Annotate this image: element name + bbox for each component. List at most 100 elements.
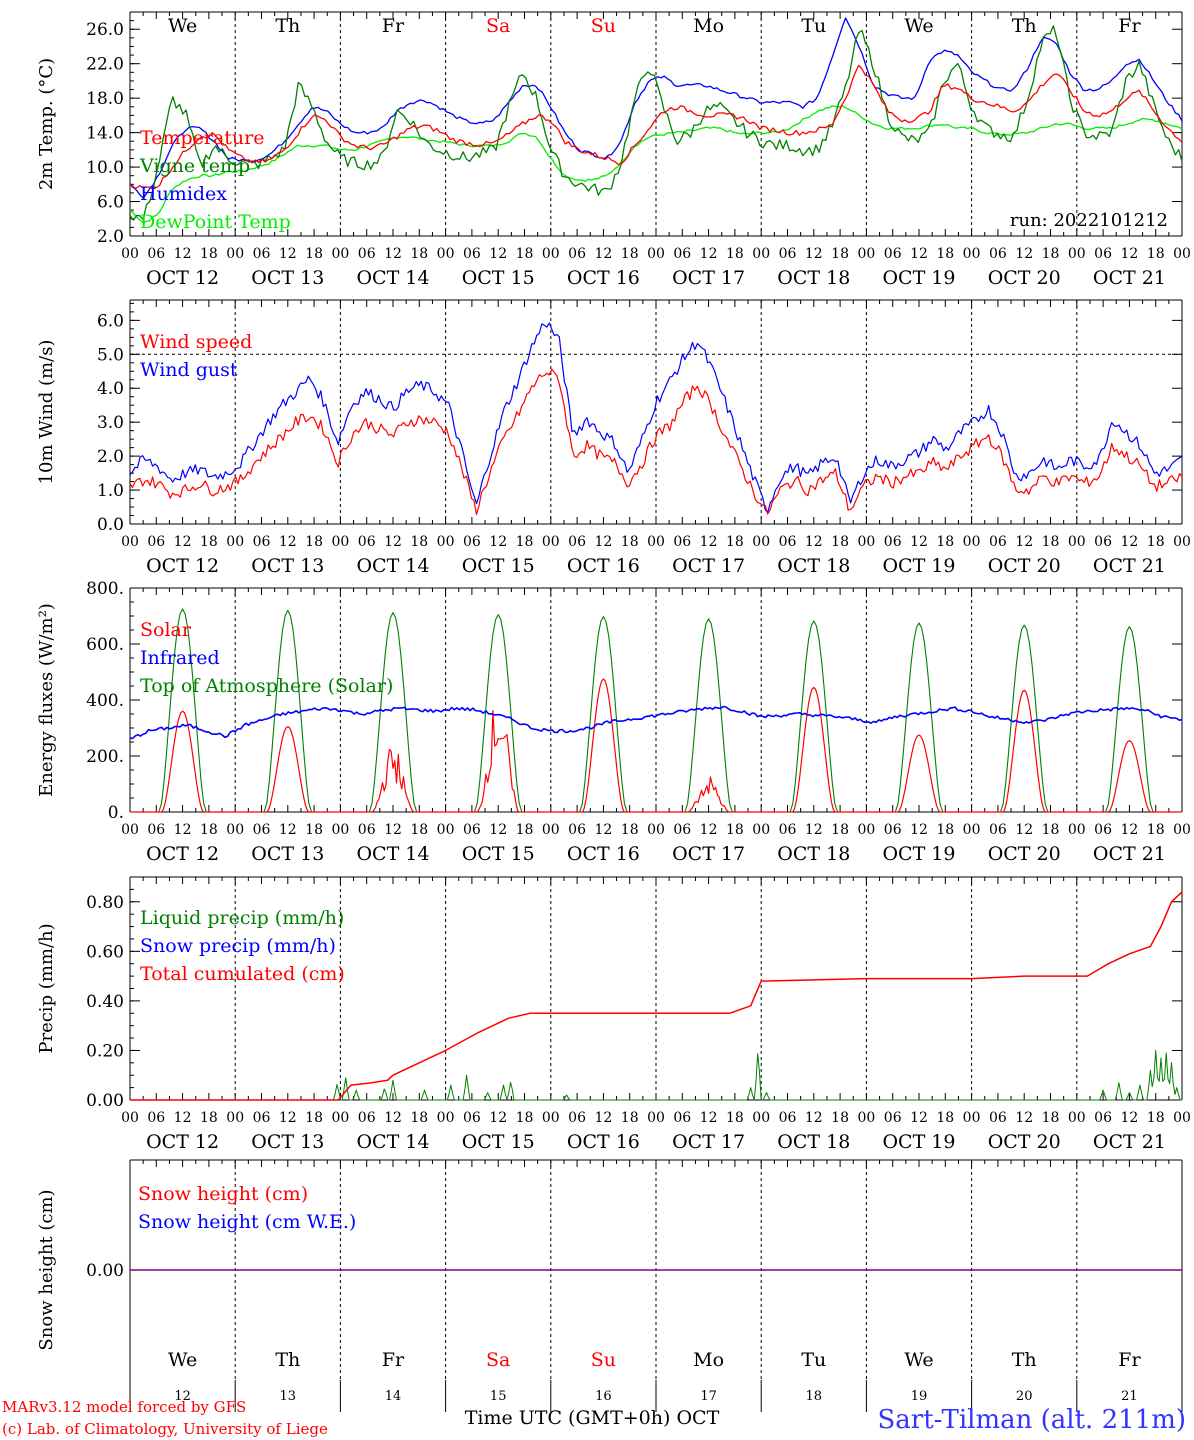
date-label: OCT 21 — [1093, 843, 1166, 865]
hour-tick-label: 00 — [963, 822, 981, 838]
hour-tick-label: 06 — [463, 1110, 481, 1126]
legend-dewpoint-temp: DewPoint Temp — [140, 211, 291, 233]
y-tick-label: 0.20 — [86, 1041, 124, 1061]
hour-tick-label: 12 — [1120, 534, 1138, 550]
y-tick-label: 6.0 — [97, 311, 124, 331]
y-tick-label: 26.0 — [86, 20, 124, 40]
hour-tick-label: 00 — [121, 246, 139, 262]
date-label: OCT 17 — [672, 555, 745, 577]
hour-tick-label: 06 — [884, 822, 902, 838]
weekday-label: Sa — [486, 15, 510, 37]
hour-tick-label: 18 — [516, 822, 534, 838]
hour-tick-label: 12 — [384, 534, 402, 550]
y-tick-label: 6.0 — [97, 193, 124, 213]
hour-tick-label: 00 — [331, 1110, 349, 1126]
hour-tick-label: 12 — [1015, 246, 1033, 262]
hour-tick-label: 18 — [831, 1110, 849, 1126]
hour-tick-label: 06 — [147, 822, 165, 838]
series-humidex — [129, 17, 1183, 199]
series-total-cumulated — [130, 891, 1183, 1101]
hour-tick-label: 00 — [1173, 246, 1191, 262]
y-tick-label: 600. — [86, 635, 124, 655]
hour-tick-label: 18 — [621, 822, 639, 838]
hour-tick-label: 00 — [1068, 1110, 1086, 1126]
hour-tick-label: 06 — [253, 822, 271, 838]
hour-tick-label: 18 — [1042, 246, 1060, 262]
hour-tick-label: 00 — [1068, 246, 1086, 262]
panel-1: 2.0 6.0 10.0 14.0 18.0 22.0 26.0 2m Temp. (°C) 0… — [36, 11, 1191, 289]
hour-tick-label: 18 — [1147, 1110, 1165, 1126]
y-tick-label: 2.0 — [97, 227, 124, 247]
hour-tick-label: 06 — [779, 246, 797, 262]
hour-tick-label: 18 — [200, 1110, 218, 1126]
hour-tick-label: 00 — [963, 246, 981, 262]
date-label: OCT 20 — [988, 267, 1061, 289]
hour-tick-label: 06 — [673, 822, 691, 838]
y-tick-label: 0.0 — [97, 515, 124, 535]
weekday-label: Su — [591, 15, 616, 37]
hour-tick-label: 12 — [174, 1110, 192, 1126]
date-label: OCT 14 — [356, 843, 429, 865]
hour-tick-label: 00 — [121, 534, 139, 550]
date-label: OCT 16 — [567, 555, 640, 577]
legend-snow-height-cm-: Snow height (cm) — [138, 1183, 308, 1205]
legend-infrared: Infrared — [140, 647, 220, 669]
legend-total-cumulated-cm-: Total cumulated (cm) — [140, 963, 345, 985]
hour-tick-label: 18 — [1042, 822, 1060, 838]
hour-tick-label: 00 — [226, 246, 244, 262]
weekday-label: We — [904, 1349, 933, 1371]
weekday-label: Fr — [1118, 1349, 1141, 1371]
date-label: OCT 20 — [988, 1131, 1061, 1153]
y-tick-label: 5.0 — [97, 345, 124, 365]
date-label: OCT 15 — [462, 555, 535, 577]
date-label: OCT 14 — [356, 555, 429, 577]
hour-tick-label: 06 — [147, 534, 165, 550]
hour-tick-label: 00 — [752, 534, 770, 550]
hour-tick-label: 18 — [726, 246, 744, 262]
hour-tick-label: 06 — [463, 246, 481, 262]
date-label: OCT 18 — [777, 555, 850, 577]
hour-tick-label: 00 — [542, 1110, 560, 1126]
y-tick-label: 0.80 — [86, 893, 124, 913]
date-label: OCT 13 — [251, 555, 324, 577]
hour-tick-label: 12 — [805, 246, 823, 262]
series-wind-speed — [129, 368, 1183, 516]
hour-tick-label: 06 — [779, 534, 797, 550]
hour-tick-label: 18 — [936, 1110, 954, 1126]
date-label: OCT 17 — [672, 843, 745, 865]
y-axis-title: 2m Temp. (°C) — [36, 58, 57, 190]
hour-tick-label: 00 — [226, 534, 244, 550]
hour-tick-label: 18 — [200, 822, 218, 838]
hour-tick-label: 12 — [910, 822, 928, 838]
day-number-label: 14 — [385, 1389, 402, 1404]
hour-tick-label: 00 — [647, 246, 665, 262]
hour-tick-label: 12 — [279, 822, 297, 838]
hour-tick-label: 06 — [989, 1110, 1007, 1126]
date-label: OCT 21 — [1093, 267, 1166, 289]
weekday-label: Fr — [382, 15, 405, 37]
hour-tick-label: 12 — [174, 246, 192, 262]
series-vigne-temp — [129, 25, 1183, 221]
hour-tick-label: 06 — [358, 822, 376, 838]
x-axis-title: Time UTC (GMT+0h) OCT — [465, 1407, 720, 1429]
hour-tick-label: 06 — [1094, 1110, 1112, 1126]
y-tick-label: 0.00 — [86, 1091, 124, 1111]
date-label: OCT 20 — [988, 843, 1061, 865]
hour-tick-label: 12 — [594, 534, 612, 550]
hour-tick-label: 18 — [936, 822, 954, 838]
hour-tick-label: 00 — [1173, 822, 1191, 838]
footer-credit-label: (c) Lab. of Climatology, University of L… — [2, 1420, 328, 1438]
day-number-label: 20 — [1016, 1389, 1033, 1404]
weekday-label: Mo — [693, 15, 724, 37]
hour-tick-label: 12 — [910, 1110, 928, 1126]
hour-tick-label: 12 — [1120, 822, 1138, 838]
hour-tick-label: 06 — [989, 534, 1007, 550]
hour-tick-label: 00 — [331, 534, 349, 550]
date-label: OCT 19 — [882, 555, 955, 577]
hour-tick-label: 00 — [331, 246, 349, 262]
hour-tick-label: 06 — [1094, 822, 1112, 838]
hour-tick-label: 18 — [410, 822, 428, 838]
hour-tick-label: 18 — [621, 246, 639, 262]
hour-tick-label: 00 — [857, 822, 875, 838]
hour-tick-label: 12 — [805, 534, 823, 550]
